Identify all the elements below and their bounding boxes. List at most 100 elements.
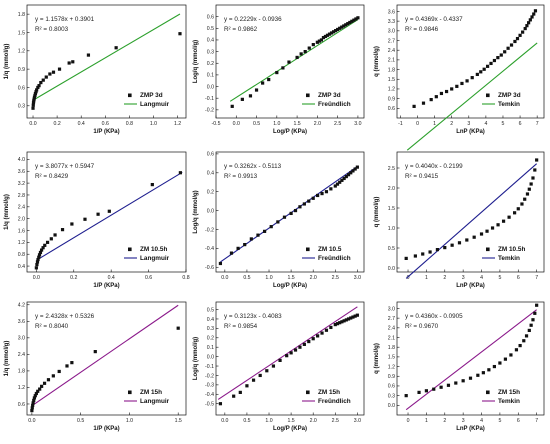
chart-8-data-point bbox=[342, 319, 346, 323]
chart-9-data-point bbox=[524, 334, 529, 338]
chart-1-xtick-label: 0.2 bbox=[54, 121, 61, 127]
chart-1-xtick-label: 0.8 bbox=[126, 121, 133, 127]
chart-1-data-point bbox=[36, 85, 40, 90]
chart-1-plot-frame bbox=[26, 4, 187, 119]
chart-1-legend-fit-label: Langmuir bbox=[140, 101, 170, 108]
chart-1-data-point bbox=[178, 32, 182, 36]
chart-3-data-point bbox=[421, 101, 426, 105]
chart-7-ytick-label: 2.4 bbox=[18, 352, 25, 358]
chart-8-xtick-label: 0.0 bbox=[221, 418, 228, 424]
chart-3-data-point bbox=[518, 33, 522, 37]
chart-2-data-point bbox=[275, 70, 279, 75]
chart-2-y-axis-label: Log/q (mmol/g) bbox=[193, 40, 199, 83]
chart-5-legend-fit-label: Freündlich bbox=[318, 255, 351, 262]
chart-6-y-axis-label: q (mmol/g) bbox=[374, 197, 380, 228]
chart-2-data-point bbox=[329, 31, 334, 35]
chart-4-xtick-label: 0.0 bbox=[33, 275, 40, 281]
chart-3-panel: -1 0 1 2 3 4 5 6 7 0.6 0.9 1.2 1.5 1.8 2.1 2.4 2.7 3.0 3.3… bbox=[374, 4, 545, 151]
chart-9-legend-marker bbox=[486, 390, 490, 395]
chart-5-data-point bbox=[218, 261, 223, 266]
chart-1-data-point bbox=[71, 60, 75, 64]
chart-1-ytick-label: 0.3 bbox=[18, 104, 25, 110]
chart-4-plot-frame bbox=[26, 151, 187, 273]
chart-5-fit-equation: y = 0.3262x - 0.5113 bbox=[224, 163, 282, 170]
chart-5-panel: 0.0 0.5 1.0 1.5 2.0 2.5 3.0 -0.6 -0.4 -0.2 0.0 0.2 0… bbox=[193, 151, 365, 289]
chart-5-xtick-label: 2.0 bbox=[310, 275, 317, 281]
chart-4-data-point bbox=[37, 253, 42, 257]
chart-7-xtick-label: 0.5 bbox=[77, 418, 84, 424]
chart-8-xtick-label: 3.0 bbox=[354, 418, 361, 424]
chart-9-ytick-label: 1.5 bbox=[388, 355, 395, 361]
chart-4-ytick-label: 0.8 bbox=[18, 252, 25, 258]
chart-8-data-point bbox=[353, 314, 357, 318]
chart-3-ytick-label: 2.4 bbox=[388, 48, 395, 54]
chart-6-data-point bbox=[457, 241, 462, 245]
chart-8-data-point bbox=[232, 394, 236, 398]
chart-4-xtick-label: 0.2 bbox=[70, 275, 77, 281]
chart-6-data-point bbox=[435, 248, 440, 252]
chart-3-r-squared: R² = 0.9846 bbox=[405, 26, 439, 33]
chart-6-r-squared: R² = 0.9415 bbox=[405, 173, 439, 180]
chart-3-legend-data-label: ZMP 3d bbox=[498, 92, 521, 99]
chart-3-data-point bbox=[479, 70, 483, 74]
chart-3-data-point bbox=[503, 50, 507, 54]
chart-7-data-point bbox=[38, 387, 42, 391]
chart-2-ytick-label: -0.1 bbox=[205, 96, 214, 102]
chart-3-legend-marker bbox=[486, 93, 490, 98]
chart-7-data-point bbox=[30, 408, 34, 413]
chart-8-ytick-label: 0.3 bbox=[207, 326, 214, 332]
chart-1-data-point bbox=[31, 101, 36, 105]
chart-7-ytick-label: 4.2 bbox=[18, 303, 25, 309]
chart-8-x-axis-label: Log/P (KPa) bbox=[273, 426, 307, 432]
chart-8-ytick-label: -0.5 bbox=[205, 402, 214, 408]
chart-9-fit-line bbox=[405, 309, 537, 411]
chart-8-data-point bbox=[278, 358, 282, 362]
chart-9-y-axis-label: q (mmol/g) bbox=[374, 343, 380, 374]
chart-4-xtick-label: 0.6 bbox=[145, 275, 152, 281]
chart-7-fit-line bbox=[31, 304, 179, 407]
chart-9-x-axis-label: LnP (KPa) bbox=[456, 426, 485, 432]
chart-5-data-point bbox=[346, 173, 351, 177]
chart-5-ytick-label: 0.6 bbox=[207, 152, 214, 158]
chart-9-data-point bbox=[529, 323, 533, 327]
chart-3-ytick-label: 3.3 bbox=[388, 19, 395, 25]
chart-6-data-point bbox=[531, 176, 535, 180]
chart-5-legend-marker bbox=[306, 247, 310, 252]
chart-3-data-point bbox=[496, 56, 500, 60]
chart-9-data-point bbox=[439, 385, 443, 389]
chart-1-xtick-label: 0.6 bbox=[102, 121, 109, 127]
chart-8-ytick-label: 0.0 bbox=[207, 354, 214, 360]
chart-9-data-point bbox=[531, 318, 535, 322]
chart-2-data-point bbox=[346, 22, 350, 26]
chart-3-plot-frame bbox=[396, 4, 545, 119]
chart-7-data-point bbox=[51, 374, 55, 378]
chart-9-data-point bbox=[432, 387, 436, 391]
chart-5-ytick-label: -0.6 bbox=[205, 265, 214, 271]
chart-9-data-point bbox=[522, 339, 526, 343]
chart-9-data-point bbox=[404, 394, 408, 398]
chart-1-ytick-label: 1.5 bbox=[18, 30, 25, 36]
chart-8-data-point bbox=[349, 316, 353, 320]
chart-3-data-point bbox=[530, 15, 534, 19]
chart-1-data-point bbox=[31, 106, 35, 110]
chart-8-data-point bbox=[298, 345, 302, 349]
chart-9-data-point bbox=[454, 381, 458, 385]
chart-3-data-point bbox=[439, 91, 444, 96]
chart-5-data-point bbox=[335, 182, 340, 186]
chart-1-data-point bbox=[32, 99, 36, 103]
chart-8-fit-line bbox=[217, 306, 358, 400]
chart-7-data-point bbox=[30, 406, 34, 410]
chart-9-ytick-label: 1.2 bbox=[388, 364, 395, 370]
chart-7-data-point bbox=[34, 391, 38, 396]
chart-9-ytick-label: 3.0 bbox=[388, 306, 395, 312]
chart-2-fit-equation: y = 0.2229x - 0.0936 bbox=[224, 16, 282, 23]
chart-6-data-point bbox=[525, 192, 530, 196]
chart-3-data-point bbox=[429, 97, 433, 102]
chart-5-data-point bbox=[282, 215, 287, 219]
chart-9-data-point bbox=[487, 368, 491, 372]
chart-6-legend-data-label: ZM 10.5h bbox=[498, 246, 525, 253]
chart-6-data-point bbox=[485, 229, 489, 233]
chart-5-data-point bbox=[269, 225, 273, 229]
chart-3-ytick-label: 3.0 bbox=[388, 29, 395, 35]
chart-2-legend-marker bbox=[306, 93, 310, 98]
